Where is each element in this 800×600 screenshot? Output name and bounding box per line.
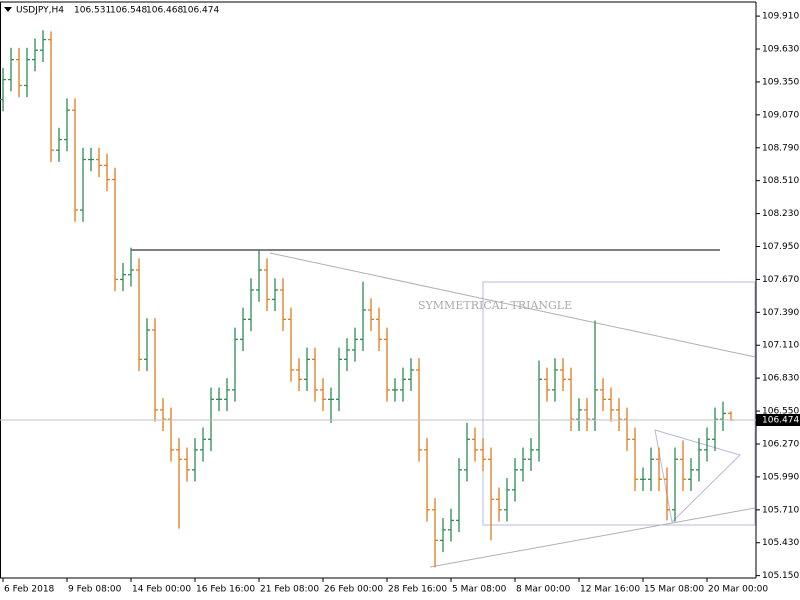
x-tick-label: 26 Feb 00:00 — [324, 585, 383, 595]
x-tick-label: 14 Feb 00:00 — [132, 585, 191, 595]
y-tick-label: 105.990 — [762, 472, 799, 482]
y-tick-label: 109.350 — [762, 77, 799, 87]
price-label: 106.474 — [762, 416, 799, 426]
x-tick-label: 21 Feb 08:00 — [260, 585, 319, 595]
price-label-box — [756, 414, 800, 427]
y-tick-label: 108.790 — [762, 143, 799, 153]
menu-arrow — [4, 7, 12, 12]
y-tick-label: 105.710 — [762, 505, 799, 515]
x-tick-label: 5 Mar 08:00 — [452, 585, 507, 595]
x-tick-label: 15 Mar 08:00 — [644, 585, 704, 595]
y-tick-label: 107.670 — [762, 275, 799, 285]
y-tick-label: 109.630 — [762, 45, 799, 55]
x-tick-label: 12 Mar 16:00 — [580, 585, 640, 595]
trend-line — [429, 507, 756, 568]
header-close: 106.474 — [182, 6, 219, 16]
y-tick-label: 107.110 — [762, 341, 799, 351]
header-high: 106.548 — [110, 6, 147, 16]
y-tick-label: 107.950 — [762, 242, 799, 252]
y-tick-label: 108.230 — [762, 209, 799, 219]
trend-line — [269, 252, 756, 358]
annotation: SYMMETRICAL TRIANGLE — [418, 299, 572, 312]
y-tick-label: 106.550 — [762, 407, 799, 417]
y-tick-label: 106.830 — [762, 374, 799, 384]
y-tick-label: 109.910 — [762, 12, 799, 22]
rectangle-object — [482, 281, 756, 526]
x-tick-label: 20 Mar 00:00 — [708, 585, 768, 595]
header: USDJPY,H4 106.531 106.548 106.468 106.47… — [4, 6, 219, 16]
header-low: 106.468 — [146, 6, 183, 16]
x-tick-label: 9 Feb 08:00 — [68, 585, 122, 595]
triangle-object — [654, 429, 741, 524]
x-tick-label: 16 Feb 16:00 — [196, 585, 255, 595]
x-tick-label: 28 Feb 16:00 — [388, 585, 447, 595]
y-tick-label: 105.150 — [762, 571, 799, 581]
y-tick-label: 105.430 — [762, 538, 799, 548]
y-tick-label: 106.270 — [762, 439, 799, 449]
y-tick-label: 107.390 — [762, 308, 799, 318]
header-open: 106.531 — [74, 6, 111, 16]
x-tick-label: 6 Feb 2018 — [4, 585, 55, 595]
symbol: USDJPY,H4 — [16, 6, 64, 16]
x-tick-label: 8 Mar 00:00 — [516, 585, 571, 595]
y-tick-label: 109.070 — [762, 110, 799, 120]
drawing-objects: SYMMETRICAL TRIANGLE — [131, 249, 756, 568]
y-tick-label: 108.510 — [762, 176, 799, 186]
